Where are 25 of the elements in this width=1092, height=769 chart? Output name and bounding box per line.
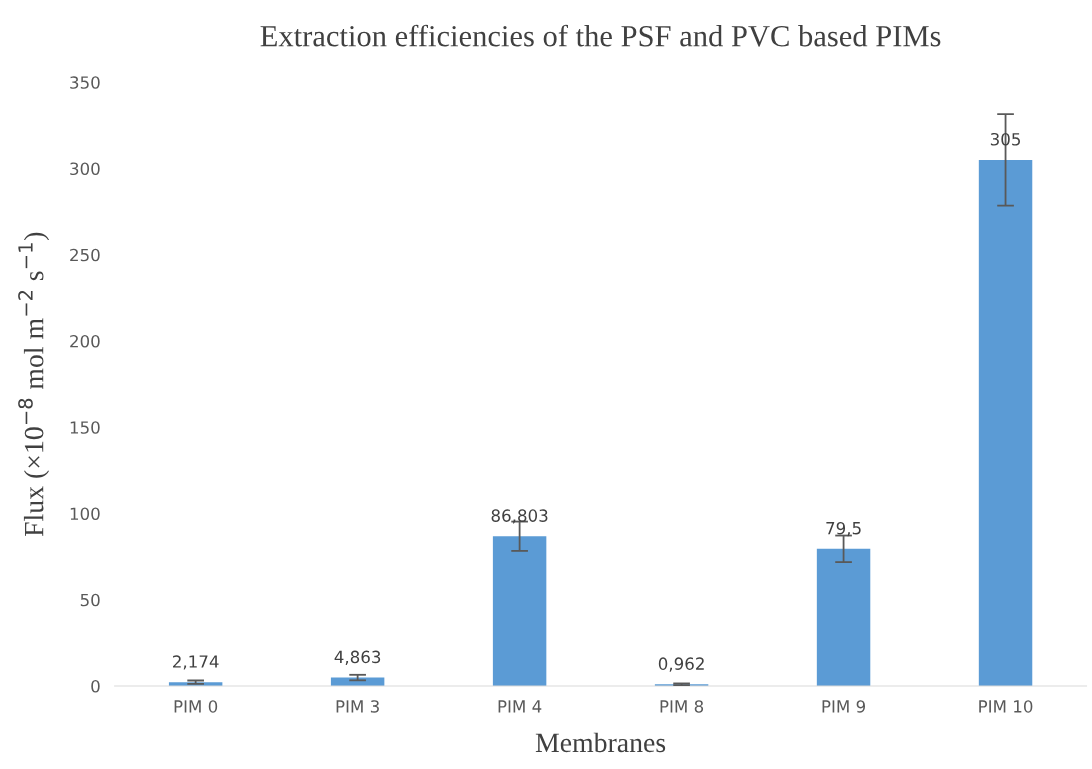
y-tick-label: 250 (70, 248, 100, 262)
y-tick-label: 200 (70, 334, 100, 348)
bar (978, 159, 1033, 686)
x-tick-label: PIM 9 (822, 700, 866, 713)
data-label: 79,5 (826, 521, 861, 537)
y-tick-label: 50 (80, 593, 100, 607)
y-axis-title: Flux (×10$^{−8}$ mol m$^{−2}$ s$^{−1}$) (18, 232, 50, 537)
y-tick-label: 0 (91, 679, 100, 693)
data-label: 2,174 (173, 655, 219, 670)
x-tick-label: PIM 0 (174, 700, 218, 713)
y-tick-label: 100 (70, 507, 100, 521)
chart-title: Extraction efficiencies of the PSF and PVC based PIMs (260, 24, 941, 47)
bar (816, 548, 871, 686)
y-tick-label: 150 (70, 421, 100, 434)
data-label: 0,962 (658, 657, 704, 672)
data-label: 86,803 (491, 509, 548, 524)
y-tick-label: 350 (70, 76, 100, 89)
data-label: 4,863 (334, 650, 381, 665)
x-tick-label: PIM 3 (336, 700, 379, 713)
x-tick-label: PIM 10 (979, 700, 1033, 713)
bar (492, 536, 547, 686)
x-tick-label: PIM 4 (498, 700, 542, 713)
x-axis-title: Membranes (535, 732, 666, 753)
x-tick-label: PIM 8 (660, 700, 704, 713)
y-tick-label: 300 (70, 162, 100, 176)
